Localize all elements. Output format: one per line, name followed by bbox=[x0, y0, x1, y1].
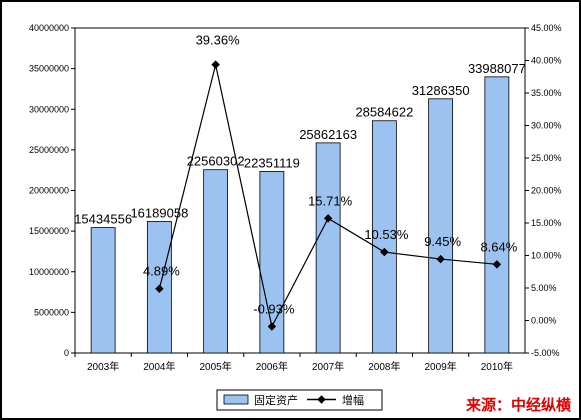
growth-value-label: 39.36% bbox=[196, 33, 241, 48]
category-label: 2003年 bbox=[87, 360, 119, 373]
legend-swatch-marker bbox=[317, 395, 326, 404]
bar-value-label: 22351119 bbox=[244, 155, 300, 170]
left-axis-tick-label: 20000000 bbox=[29, 186, 69, 196]
legend-box bbox=[216, 389, 383, 411]
left-axis-tick-label: 25000000 bbox=[29, 145, 69, 155]
bar-value-label: 28584622 bbox=[355, 105, 413, 120]
bar-value-label: 33988077 bbox=[468, 61, 526, 76]
bar bbox=[371, 120, 397, 354]
growth-value-label: 10.53% bbox=[364, 227, 409, 242]
growth-point bbox=[155, 284, 164, 293]
category-label: 2005年 bbox=[200, 360, 232, 373]
growth-point bbox=[492, 260, 502, 269]
bar-value-label: 22560302 bbox=[187, 154, 245, 169]
right-axis-tick-label: 0.00% bbox=[531, 316, 557, 326]
left-axis-tick-label: 35000000 bbox=[29, 64, 69, 74]
bar-value-label: 16189058 bbox=[130, 205, 188, 220]
category-label: 2004年 bbox=[143, 360, 175, 373]
growth-value-label: 15.71% bbox=[308, 193, 353, 208]
category-label: 2007年 bbox=[312, 360, 344, 373]
left-axis-tick-label: 0 bbox=[64, 348, 69, 358]
left-axis-tick-label: 15000000 bbox=[29, 226, 69, 236]
right-axis-tick-label: 20.00% bbox=[531, 186, 562, 196]
legend-swatch-bar bbox=[223, 394, 249, 405]
category-label: 2008年 bbox=[368, 360, 400, 373]
left-axis: 0 5000000 10000000 15000000 20000000 25000000… bbox=[29, 23, 75, 358]
right-axis-tick-label: 45.00% bbox=[531, 23, 562, 33]
left-axis-tick-label: 30000000 bbox=[29, 104, 69, 114]
right-axis-tick-label: 40.00% bbox=[531, 56, 562, 66]
line-series bbox=[155, 60, 502, 331]
right-axis-tick-label: 35.00% bbox=[531, 88, 562, 98]
bar bbox=[315, 142, 341, 354]
bar bbox=[203, 169, 229, 354]
right-axis-tick-label: 15.00% bbox=[531, 218, 562, 228]
growth-value-label: 8.64% bbox=[480, 239, 517, 254]
growth-value-label: 9.45% bbox=[424, 234, 461, 249]
right-axis-tick-label: 30.00% bbox=[531, 121, 562, 131]
left-axis-tick-label: 5000000 bbox=[34, 307, 69, 317]
right-axis: -5.00% 0.00% 5.00% 10.00% 15.00% 20.00% 25.00%… bbox=[525, 23, 562, 358]
category-label: 2010年 bbox=[481, 360, 513, 373]
legend: 固定资产 增幅 bbox=[216, 389, 383, 411]
plot-area bbox=[74, 27, 526, 354]
right-axis-tick-label: 25.00% bbox=[531, 153, 562, 163]
legend-label-line: 增幅 bbox=[342, 393, 364, 407]
growth-value-label: -0.93% bbox=[253, 302, 295, 317]
source-credit: 来源：中经纵横 bbox=[465, 397, 571, 414]
growth-point bbox=[323, 214, 333, 223]
bar-series bbox=[90, 76, 510, 354]
growth-point bbox=[267, 322, 277, 331]
bar-value-label: 31286350 bbox=[412, 83, 470, 98]
bar bbox=[90, 227, 116, 354]
growth-point bbox=[380, 247, 389, 257]
legend-label-bar: 固定资产 bbox=[254, 393, 298, 407]
category-labels: 2003年 2004年 2005年 2006年 2007年 2008年 2009年 2010年 bbox=[74, 353, 513, 373]
bar bbox=[428, 98, 454, 354]
category-label: 2006年 bbox=[256, 360, 288, 373]
left-axis-tick-label: 10000000 bbox=[29, 267, 69, 277]
bar bbox=[484, 76, 510, 354]
right-axis-tick-label: -5.00% bbox=[531, 348, 560, 358]
category-label: 2009年 bbox=[425, 360, 457, 373]
bar-value-label: 15434556 bbox=[74, 212, 132, 227]
growth-point bbox=[211, 60, 220, 69]
line-labels: 4.89% 39.36% -0.93% 15.71% 10.53% 9.45% 8.64% bbox=[143, 33, 518, 317]
right-axis-tick-label: 10.00% bbox=[531, 251, 562, 261]
growth-value-label: 4.89% bbox=[143, 264, 180, 279]
bar-value-label: 25862163 bbox=[299, 127, 357, 142]
left-axis-tick-label: 40000000 bbox=[29, 23, 69, 33]
right-axis-tick-label: 5.00% bbox=[531, 283, 557, 293]
